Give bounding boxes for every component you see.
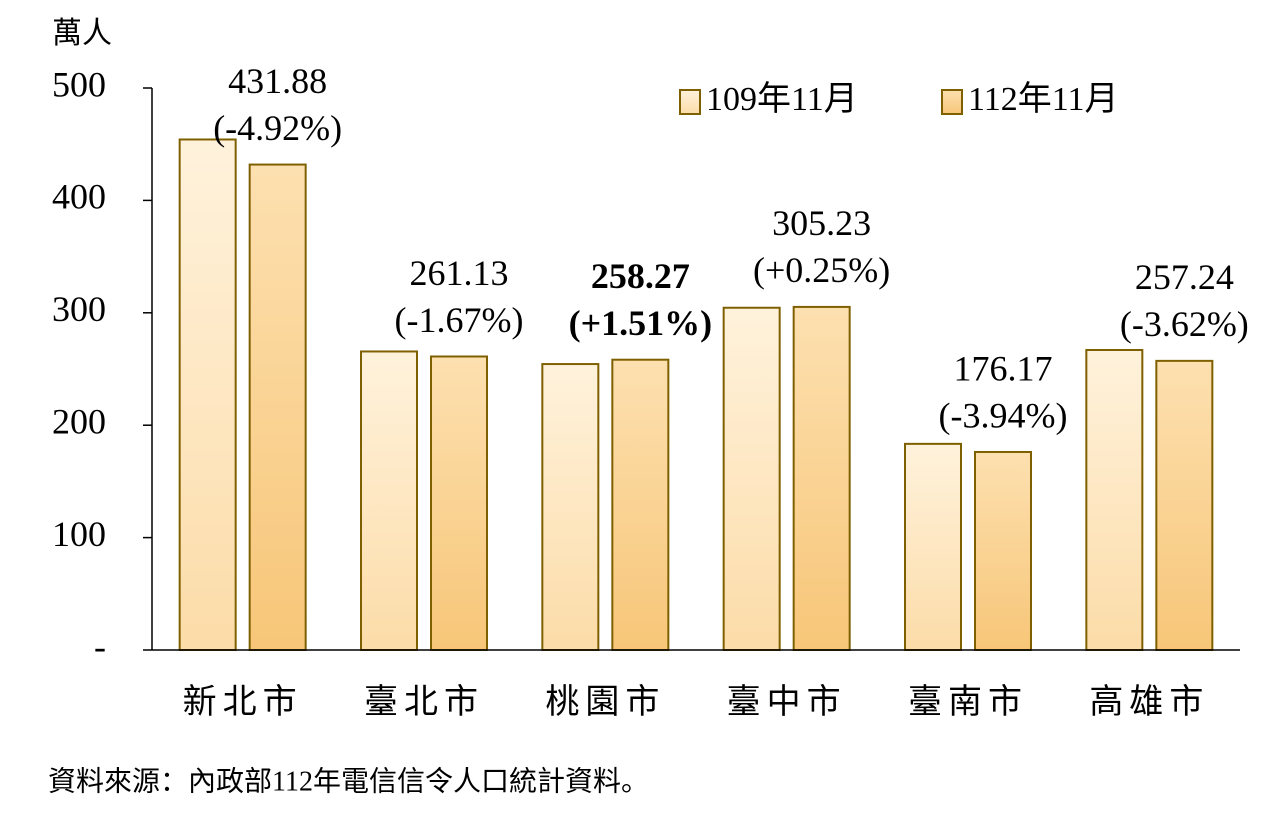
change-label: (+0.25%) xyxy=(753,250,890,290)
source-note: 資料來源：內政部112年電信信令人口統計資料。 xyxy=(48,765,649,797)
y-tick-label: 400 xyxy=(52,177,106,217)
data-label: 258.27 xyxy=(591,256,690,296)
x-tick-label: 臺北市 xyxy=(364,683,484,721)
y-tick-label: 300 xyxy=(52,289,106,329)
x-tick-label: 桃園市 xyxy=(545,683,665,721)
bar xyxy=(360,350,418,651)
change-label: (+1.51%) xyxy=(569,303,713,343)
y-tick-label: 500 xyxy=(52,64,106,104)
bar xyxy=(722,306,781,651)
legend-label: 109年11月 xyxy=(706,80,858,118)
bar xyxy=(178,138,237,652)
y-tick-label: 100 xyxy=(52,514,106,554)
legend-swatch xyxy=(941,89,963,115)
change-label: (-3.94%) xyxy=(939,395,1068,435)
bar xyxy=(541,363,600,651)
legend-label: 112年11月 xyxy=(968,80,1118,118)
bar xyxy=(1085,349,1144,651)
y-tick-label: - xyxy=(94,626,106,666)
change-label: (-3.62%) xyxy=(1120,304,1249,344)
bar xyxy=(904,442,962,651)
data-label: 176.17 xyxy=(954,348,1053,388)
x-tick-label: 新北市 xyxy=(183,683,303,721)
legend-swatch xyxy=(679,89,701,115)
data-label: 305.23 xyxy=(772,203,871,243)
y-tick-label: 200 xyxy=(52,401,106,441)
data-label: 261.13 xyxy=(410,253,509,293)
bar xyxy=(611,358,670,651)
bar xyxy=(974,450,1032,651)
change-label: (-4.92%) xyxy=(213,108,342,148)
bar xyxy=(248,163,307,651)
data-label: 257.24 xyxy=(1135,257,1234,297)
data-label: 431.88 xyxy=(228,61,327,101)
x-tick-label: 臺南市 xyxy=(908,683,1028,721)
x-tick-label: 高雄市 xyxy=(1089,683,1209,721)
bar xyxy=(430,355,488,651)
bar xyxy=(1155,359,1214,651)
bar xyxy=(792,305,851,651)
change-label: (-1.67%) xyxy=(395,300,524,340)
y-axis-unit: 萬人 xyxy=(52,17,112,50)
x-tick-label: 臺中市 xyxy=(727,683,847,721)
